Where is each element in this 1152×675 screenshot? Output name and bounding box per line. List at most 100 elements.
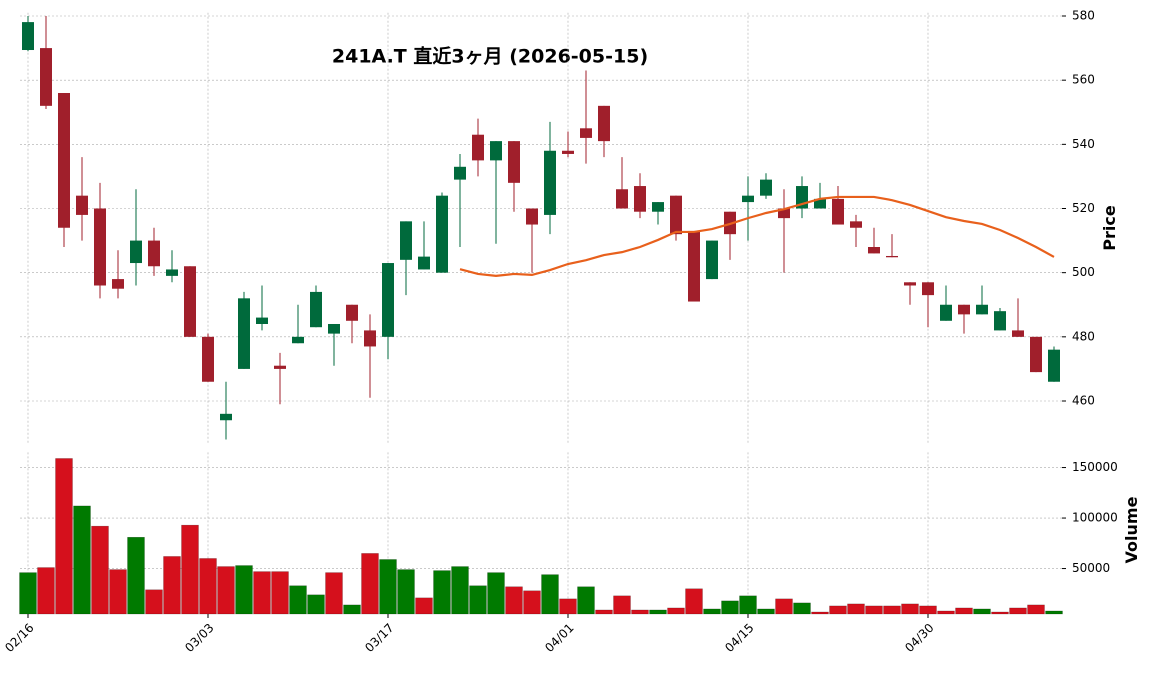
volume-bar <box>505 586 523 615</box>
candle-body <box>382 263 394 337</box>
volume-bar <box>847 603 865 615</box>
candle-body <box>76 195 88 215</box>
candle-body <box>562 150 574 154</box>
candle-body <box>886 255 898 258</box>
volume-bar <box>577 586 595 615</box>
x-tick-label: 04/30 <box>902 621 936 655</box>
volume-bar <box>55 458 73 615</box>
volume-bar <box>1045 610 1063 615</box>
volume-bar <box>703 608 721 615</box>
candle-body <box>706 240 718 280</box>
volume-bar <box>397 569 415 615</box>
volume-bar <box>811 611 829 615</box>
candle-body <box>148 240 160 267</box>
volume-bar <box>109 569 127 615</box>
candle-body <box>400 221 412 260</box>
candle-body <box>40 48 52 106</box>
moving-average <box>459 195 1055 277</box>
volume-bar <box>523 590 541 615</box>
candle-body <box>652 202 664 212</box>
volume-bar <box>325 572 343 615</box>
candle-body <box>688 230 700 302</box>
y-tick-label: 460 <box>1072 393 1095 407</box>
candle-body <box>274 365 286 369</box>
volume-bar <box>1009 607 1027 615</box>
x-tick-label: 03/03 <box>182 621 216 655</box>
candle-body <box>472 134 484 161</box>
candle-body <box>832 198 844 225</box>
y-tick-label: 50000 <box>1072 561 1110 575</box>
x-tick-label: 02/16 <box>2 621 36 655</box>
x-tick-label: 04/15 <box>722 621 756 655</box>
volume-bar <box>379 559 397 615</box>
candle-body <box>976 304 988 315</box>
y-tick-label: 100000 <box>1072 511 1118 525</box>
candle-body <box>436 195 448 273</box>
volume-bar <box>181 524 199 615</box>
volume-bar <box>721 600 739 615</box>
candle-body <box>166 269 178 276</box>
candle-body <box>130 240 142 264</box>
volume-bar <box>685 588 703 615</box>
y-tick-label: 580 <box>1072 9 1095 23</box>
volume-bar <box>991 611 1009 615</box>
volume-bar <box>829 605 847 615</box>
candle-body <box>922 282 934 296</box>
candle-body <box>778 208 790 219</box>
candle-body <box>490 141 502 161</box>
volume-bar <box>217 566 235 615</box>
volume-bar <box>343 604 361 615</box>
candle-body <box>364 330 376 347</box>
candle-body <box>850 221 862 228</box>
volume-bar <box>451 566 469 615</box>
candle-body <box>184 266 196 337</box>
volume-bar <box>937 610 955 615</box>
candle-body <box>94 208 106 286</box>
candle-body <box>1012 330 1024 337</box>
candle-body <box>220 413 232 421</box>
candle-body <box>238 298 250 369</box>
volume-bar <box>361 553 379 615</box>
candle-body <box>580 128 592 138</box>
y-tick-label: 560 <box>1072 73 1095 87</box>
volume-bar <box>199 558 217 615</box>
volume-bar <box>757 608 775 615</box>
candle-body <box>994 311 1006 331</box>
volume-bar <box>307 594 325 615</box>
volume-bar <box>631 609 649 615</box>
candle-body <box>454 166 466 180</box>
candle-body <box>508 141 520 183</box>
candle-body <box>526 208 538 225</box>
volume-bar <box>127 536 145 615</box>
y-tick-label: 500 <box>1072 265 1095 279</box>
y-tick-label: 150000 <box>1072 460 1118 474</box>
volume-bar <box>253 571 271 615</box>
volume-bar <box>793 602 811 615</box>
volume-bar <box>289 585 307 615</box>
candle-body <box>958 304 970 315</box>
volume-bar <box>145 589 163 615</box>
y-tick-label: 540 <box>1072 137 1095 151</box>
candle-body <box>742 195 754 203</box>
candle-body <box>328 323 340 334</box>
candle-body <box>634 186 646 212</box>
y-tick-label: 480 <box>1072 329 1095 343</box>
volume-bar <box>559 598 577 615</box>
candle-body <box>1030 336 1042 373</box>
volume-bar <box>865 605 883 615</box>
candle-body <box>112 279 124 289</box>
volume-bar <box>901 603 919 615</box>
volume-bar <box>667 607 685 615</box>
volume-bar <box>37 567 55 615</box>
volume-bar <box>973 608 991 615</box>
candle-body <box>598 105 610 142</box>
candle-body <box>670 195 682 235</box>
volume-bar <box>91 525 109 615</box>
candle-body <box>58 93 70 228</box>
volume-bar <box>739 595 757 615</box>
candle-body <box>292 336 304 344</box>
x-tick-label: 04/01 <box>542 621 576 655</box>
volume-bar <box>433 570 451 615</box>
volume-bar <box>649 609 667 615</box>
